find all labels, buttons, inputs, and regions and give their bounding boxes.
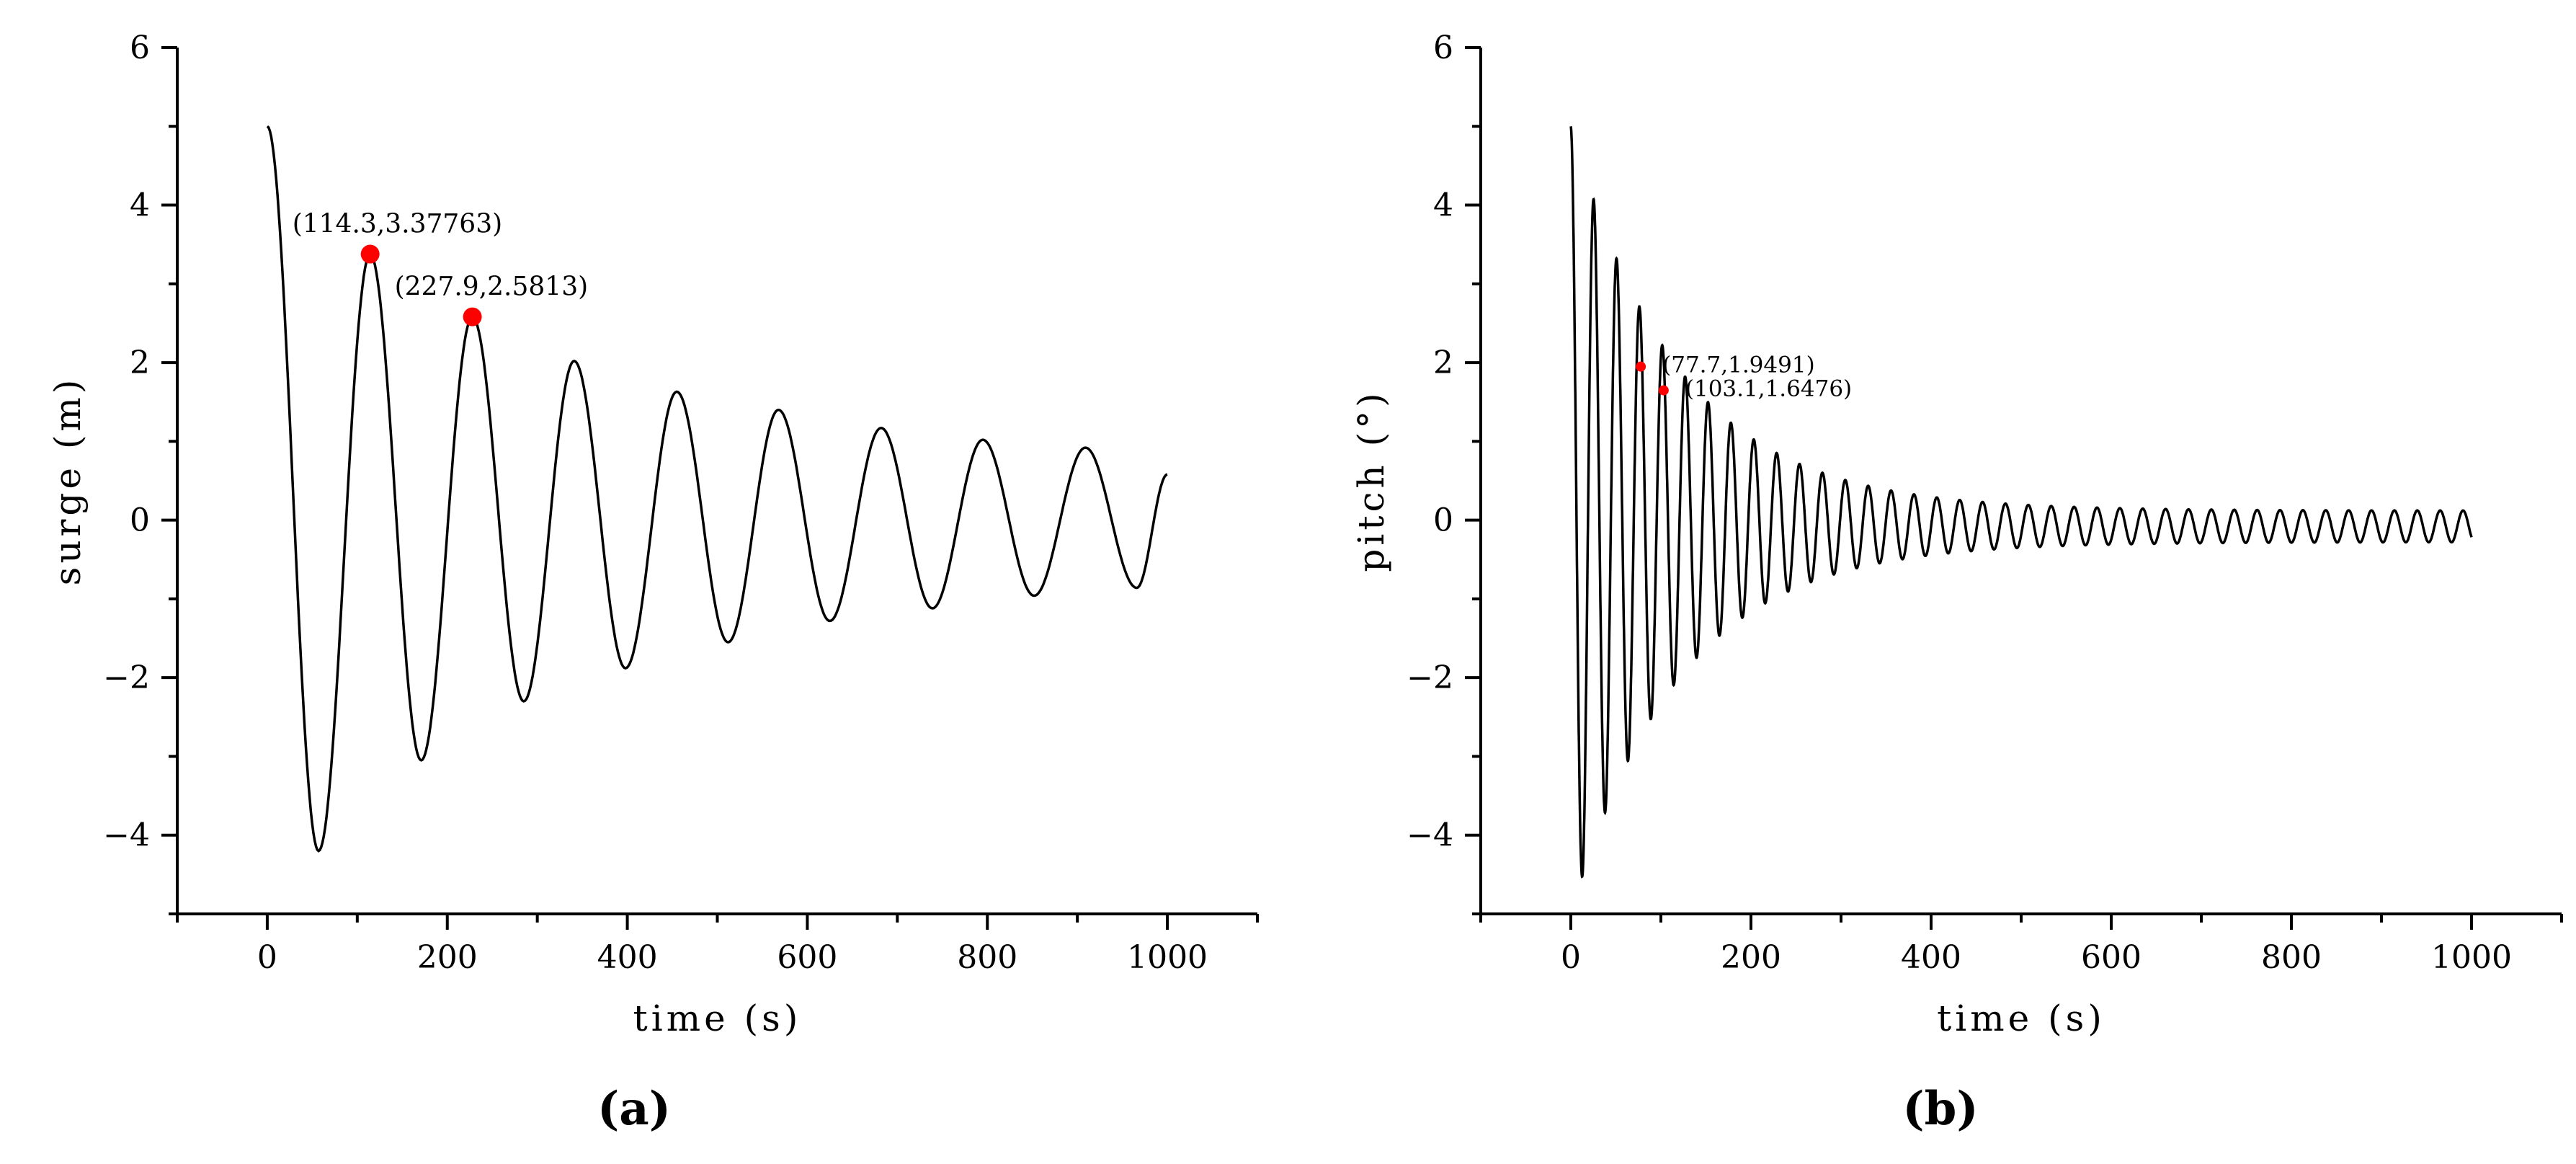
annotation-marker	[463, 307, 482, 326]
y-tick-label: −2	[1407, 659, 1453, 696]
annotation-marker	[1658, 385, 1669, 396]
x-axis-title: time (s)	[1937, 998, 2105, 1039]
annotation-label: (114.3,3.37763)	[293, 210, 502, 239]
annotation-marker	[360, 244, 380, 264]
x-tick-label: 600	[2081, 939, 2142, 976]
y-tick-label: −4	[1407, 817, 1453, 854]
x-tick-label: 600	[777, 939, 837, 976]
x-tick-label: 200	[417, 939, 478, 976]
x-tick-label: 0	[1561, 939, 1581, 976]
x-tick-label: 800	[2261, 939, 2322, 976]
annotation-label: (103.1,1.6476)	[1685, 376, 1852, 402]
y-tick-label: 4	[1433, 187, 1453, 224]
x-tick-label: 1000	[2431, 939, 2512, 976]
x-tick-label: 0	[257, 939, 277, 976]
y-axis-title: pitch (°)	[1350, 389, 1392, 572]
panel-label: (a)	[597, 1082, 671, 1136]
x-tick-label: 200	[1721, 939, 1781, 976]
annotation-label: (77.7,1.9491)	[1662, 352, 1815, 378]
y-tick-label: −2	[103, 659, 150, 696]
annotation-label: (227.9,2.5813)	[395, 272, 589, 302]
y-tick-label: 6	[130, 30, 150, 66]
y-axis-title: surge (m)	[47, 376, 89, 586]
x-axis-title: time (s)	[633, 998, 802, 1039]
y-tick-label: 4	[130, 187, 150, 224]
y-tick-label: 2	[130, 345, 150, 381]
y-tick-label: 0	[130, 502, 150, 539]
series-line	[266, 125, 1168, 853]
panel-label: (b)	[1902, 1082, 1978, 1136]
y-tick-label: 0	[1433, 502, 1453, 539]
panel-b: −4 −2 0 2 4 6 0 200 400 600 800 1000 time (s) pitch (…	[1350, 30, 2563, 1136]
y-tick-label: 2	[1433, 345, 1453, 381]
x-tick-label: 400	[1901, 939, 1961, 976]
x-tick-label: 1000	[1127, 939, 1208, 976]
y-tick-label: −4	[103, 817, 150, 854]
panel-a: −4 −2 0 2 4 6 0 200 400 600 800 1000 time (s) surge (…	[47, 30, 1259, 1136]
y-tick-label: 6	[1433, 30, 1453, 66]
annotation-marker	[1636, 361, 1646, 372]
series-line	[1569, 126, 2473, 879]
x-tick-label: 400	[597, 939, 658, 976]
x-tick-label: 800	[957, 939, 1017, 976]
